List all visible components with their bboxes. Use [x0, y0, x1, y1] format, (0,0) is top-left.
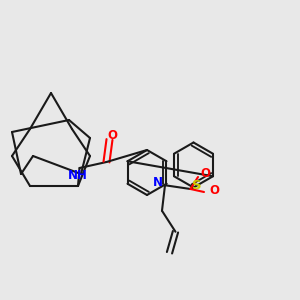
Text: S: S: [192, 179, 202, 192]
Text: O: O: [107, 129, 118, 142]
Text: NH: NH: [68, 169, 88, 182]
Text: N: N: [152, 176, 163, 189]
Text: O: O: [200, 167, 210, 180]
Text: O: O: [209, 184, 219, 197]
